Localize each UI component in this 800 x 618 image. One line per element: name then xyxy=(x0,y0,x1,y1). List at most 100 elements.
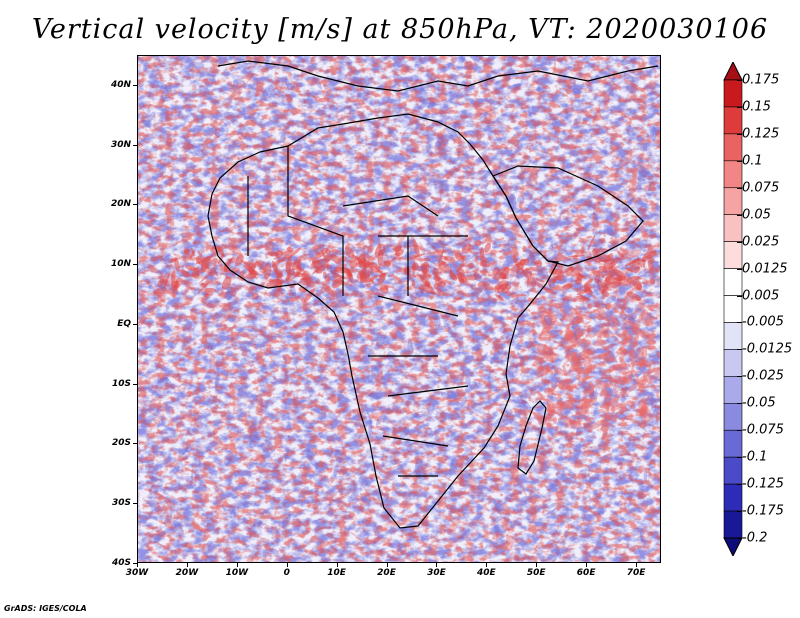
velocity-blob xyxy=(351,520,356,525)
velocity-blob xyxy=(330,253,340,264)
velocity-blob xyxy=(250,521,263,530)
velocity-blob xyxy=(544,59,552,66)
velocity-blob xyxy=(286,82,295,90)
velocity-blob xyxy=(163,512,173,525)
velocity-blob xyxy=(582,344,592,355)
velocity-blob xyxy=(551,268,558,275)
velocity-blob xyxy=(525,181,533,185)
velocity-blob xyxy=(270,445,277,451)
velocity-blob xyxy=(280,476,294,488)
velocity-blob xyxy=(603,352,617,362)
velocity-blob xyxy=(592,107,600,124)
velocity-blob xyxy=(212,396,228,406)
colorbar-label: -0.175 xyxy=(742,503,784,519)
velocity-blob xyxy=(433,312,441,330)
lat-tick xyxy=(133,323,137,325)
velocity-blob xyxy=(364,519,372,526)
colorbar xyxy=(723,62,743,556)
velocity-blob xyxy=(568,393,574,404)
velocity-blob xyxy=(470,286,483,301)
velocity-blob xyxy=(343,262,350,269)
colorbar-label: 0.1 xyxy=(742,153,763,169)
velocity-blob xyxy=(153,287,167,295)
velocity-blob xyxy=(239,270,246,278)
velocity-blob xyxy=(399,426,410,440)
velocity-blob xyxy=(455,262,465,273)
velocity-blob xyxy=(613,270,627,280)
velocity-blob xyxy=(148,396,163,405)
velocity-blob xyxy=(157,242,174,248)
velocity-blob xyxy=(278,279,283,293)
velocity-blob xyxy=(240,500,254,510)
velocity-blob xyxy=(577,371,582,379)
velocity-blob xyxy=(335,213,349,225)
velocity-blob xyxy=(433,180,445,190)
velocity-blob xyxy=(494,266,508,277)
velocity-blob xyxy=(427,101,435,109)
colorbar-label: 0.05 xyxy=(742,207,771,223)
colorbar-segment xyxy=(723,187,743,216)
velocity-blob xyxy=(221,302,232,312)
velocity-blob xyxy=(517,351,525,362)
velocity-blob xyxy=(188,62,205,69)
lon-tick xyxy=(586,563,588,567)
velocity-blob xyxy=(516,293,527,297)
lon-label: 60E xyxy=(576,568,596,578)
velocity-blob xyxy=(338,530,350,544)
velocity-blob xyxy=(654,303,660,313)
velocity-blob xyxy=(185,444,193,453)
velocity-blob xyxy=(555,469,566,478)
velocity-blob xyxy=(547,299,554,317)
velocity-blob xyxy=(568,254,585,258)
velocity-blob xyxy=(532,56,547,65)
velocity-blob xyxy=(551,279,557,284)
velocity-blob xyxy=(647,184,652,192)
velocity-blob xyxy=(575,295,591,301)
velocity-blob xyxy=(546,131,557,139)
velocity-blob xyxy=(501,502,509,512)
velocity-blob xyxy=(293,143,303,151)
colorbar-tick xyxy=(737,268,742,270)
velocity-blob xyxy=(271,260,279,275)
velocity-blob xyxy=(250,258,254,269)
velocity-blob xyxy=(161,278,177,288)
velocity-blob xyxy=(243,265,259,276)
velocity-blob xyxy=(559,399,577,408)
lat-label: 30S xyxy=(111,498,131,509)
velocity-blob xyxy=(374,244,382,259)
velocity-blob xyxy=(545,365,551,375)
velocity-blob xyxy=(386,151,394,160)
velocity-blob xyxy=(266,238,272,247)
velocity-blob xyxy=(582,364,596,375)
velocity-blob xyxy=(635,347,641,357)
velocity-blob xyxy=(569,363,580,373)
velocity-blob xyxy=(456,297,463,301)
velocity-blob xyxy=(598,326,606,334)
velocity-blob xyxy=(584,321,591,325)
velocity-blob xyxy=(332,279,349,286)
velocity-blob xyxy=(643,404,653,418)
colorbar-label: 0.0125 xyxy=(742,261,788,277)
lon-tick xyxy=(286,563,288,567)
velocity-blob xyxy=(610,375,622,383)
velocity-blob xyxy=(619,347,626,354)
velocity-blob xyxy=(479,259,488,267)
velocity-blob xyxy=(579,292,586,309)
velocity-blob xyxy=(320,492,337,503)
velocity-blob xyxy=(460,368,471,378)
velocity-blob xyxy=(633,323,641,330)
africa-coastline xyxy=(207,113,559,529)
velocity-blob xyxy=(567,385,573,393)
velocity-blob xyxy=(634,371,640,382)
velocity-blob xyxy=(336,294,343,308)
velocity-blob xyxy=(168,335,175,342)
velocity-blob xyxy=(183,248,190,255)
velocity-blob xyxy=(163,272,170,289)
velocity-blob xyxy=(168,258,177,263)
velocity-blob xyxy=(175,508,189,511)
velocity-blob xyxy=(323,254,332,263)
velocity-blob xyxy=(479,352,488,365)
velocity-blob xyxy=(374,336,387,350)
colorbar-tick xyxy=(737,484,742,486)
velocity-blob xyxy=(504,442,520,454)
